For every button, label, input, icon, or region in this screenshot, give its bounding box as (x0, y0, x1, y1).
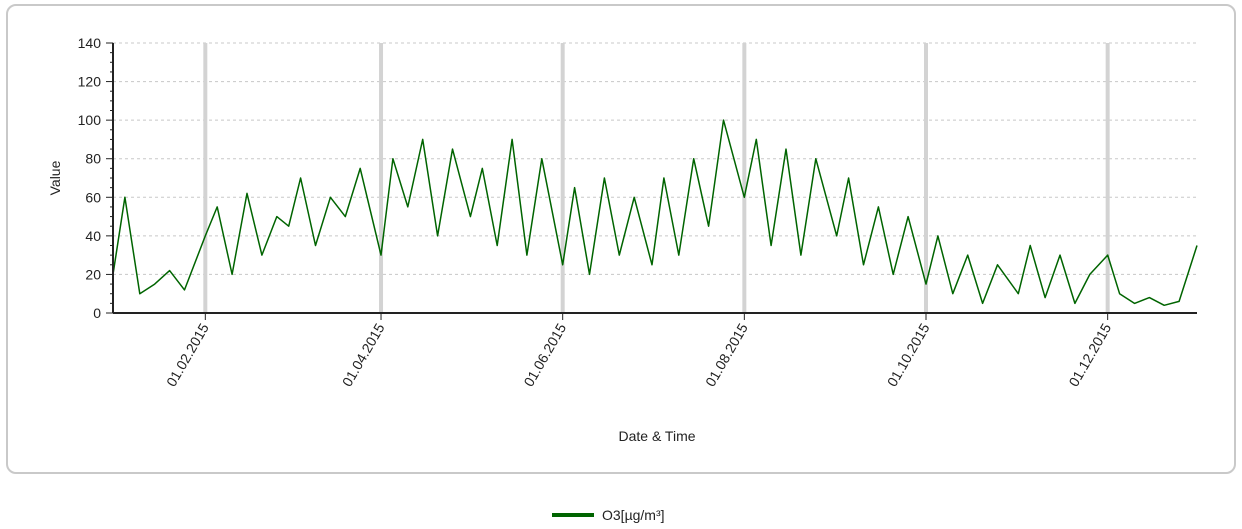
legend-swatch (552, 513, 594, 517)
y-tick-label: 100 (78, 112, 102, 128)
y-tick-label: 40 (85, 228, 101, 244)
y-tick-label: 140 (78, 35, 102, 51)
x-axis-title: Date & Time (618, 428, 695, 444)
x-tick-label: 01.10.2015 (884, 320, 933, 389)
x-tick-label: 01.06.2015 (520, 320, 569, 389)
y-tick-label: 120 (78, 74, 102, 90)
legend: O3[µg/m³] (552, 505, 665, 525)
x-tick-label: 01.04.2015 (339, 320, 388, 389)
y-tick-label: 20 (85, 266, 101, 282)
series-line-o3 (112, 119, 1198, 307)
y-tick-label: 60 (85, 189, 101, 205)
legend-label: O3[µg/m³] (602, 507, 665, 523)
axis-layer: 0 20 40 60 80 100 120 140 01.02.2015 01.04.2015 01… (78, 35, 1197, 389)
x-tick-label: 01.02.2015 (163, 320, 212, 389)
x-tick-label: 01.12.2015 (1065, 320, 1114, 389)
y-tick-label: 80 (85, 151, 101, 167)
grid-layer (113, 42, 1197, 313)
x-tick-label: 01.08.2015 (702, 320, 751, 389)
chart-frame (6, 4, 1236, 474)
y-axis-title: Value (47, 160, 63, 195)
y-tick-label: 0 (93, 305, 101, 321)
series-layer (112, 119, 1198, 307)
